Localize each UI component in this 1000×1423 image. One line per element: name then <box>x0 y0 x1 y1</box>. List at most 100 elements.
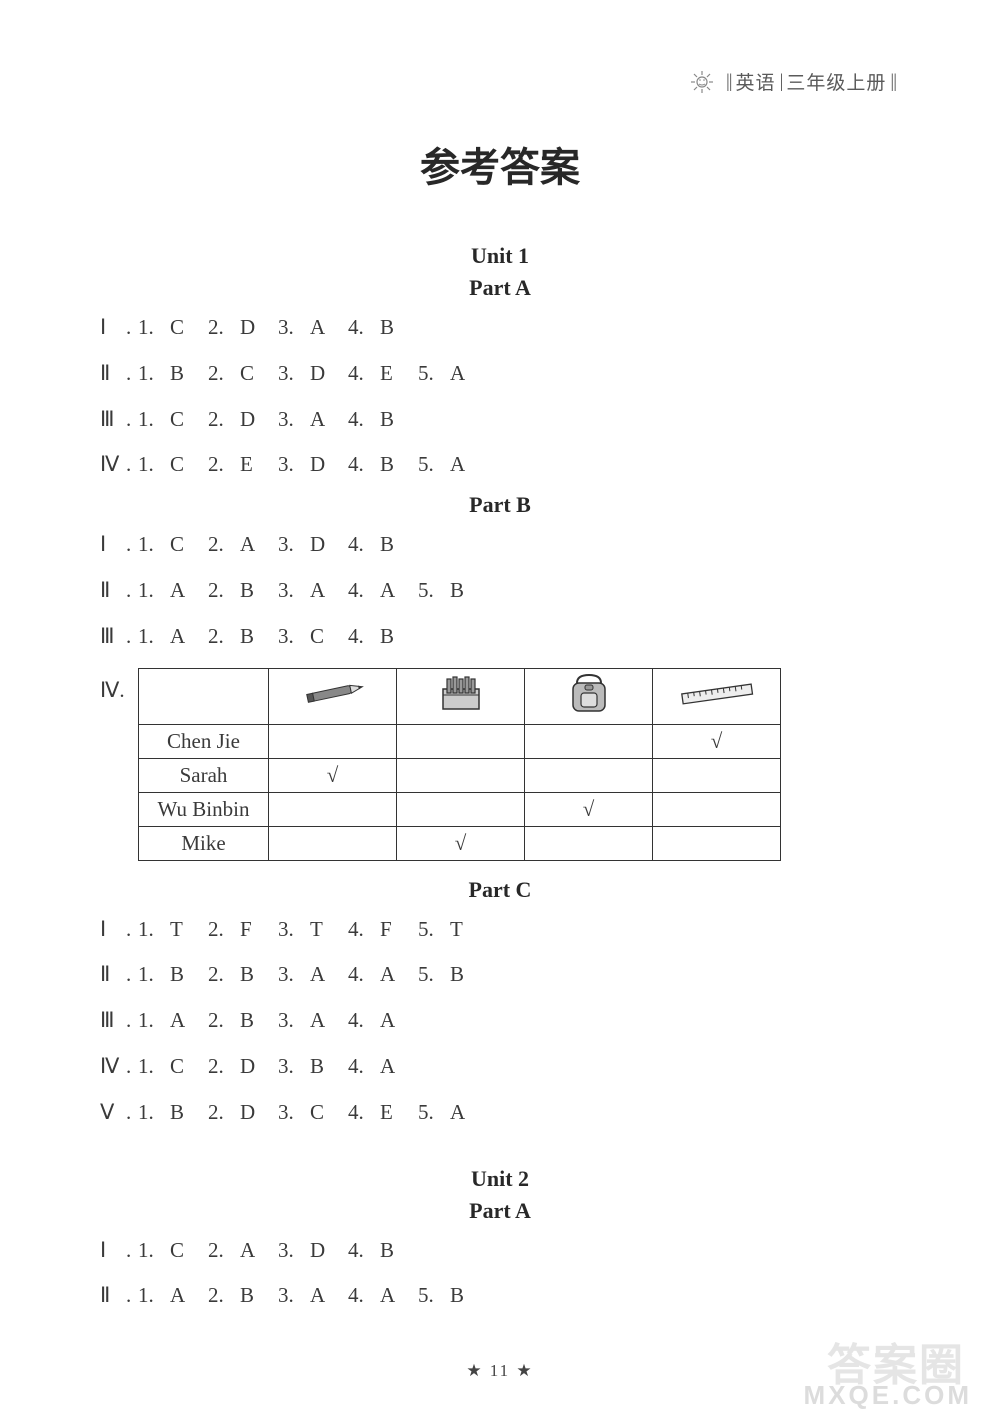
period: . <box>126 1094 138 1132</box>
answer-key: 4. <box>348 401 380 439</box>
answer-value: B <box>450 572 488 610</box>
answer-key: 3. <box>278 446 310 484</box>
answer-key: 4. <box>348 1048 380 1086</box>
answer-key: 4. <box>348 911 380 949</box>
answer-line: Ⅱ. 1.A2.B3.A4.A5.B <box>100 572 900 610</box>
answer-value: A <box>380 572 418 610</box>
answer-key: 2. <box>208 1232 240 1270</box>
page-header: || 英语 | 三年级上册 || <box>690 68 900 95</box>
answer-key: 1. <box>138 1094 170 1132</box>
answer-line: Ⅲ. 1.C2.D3.A4.B <box>100 401 900 439</box>
separator: || <box>726 71 732 93</box>
table-cell: √ <box>525 792 653 826</box>
answer-value: A <box>450 446 488 484</box>
table-cell <box>653 826 781 860</box>
answer-value: A <box>310 956 348 994</box>
answer-key: 3. <box>278 1002 310 1040</box>
answer-key: 1. <box>138 1048 170 1086</box>
table-row: Wu Binbin √ <box>139 792 781 826</box>
unit-title: Unit 1 <box>100 243 900 269</box>
answer-value: D <box>240 1094 278 1132</box>
answer-line: Ⅱ. 1.B2.B3.A4.A5.B <box>100 956 900 994</box>
answer-key: 5. <box>418 1094 450 1132</box>
row-name: Sarah <box>139 758 269 792</box>
answer-value: T <box>170 911 208 949</box>
answer-key: 2. <box>208 446 240 484</box>
answer-value: A <box>240 1232 278 1270</box>
answer-key: 1. <box>138 618 170 656</box>
period: . <box>126 618 138 656</box>
answer-value: B <box>450 956 488 994</box>
answer-content: Unit 1Part AⅠ. 1.C2.D3.A4.BⅡ. 1.B2.C3.D4… <box>100 243 900 1315</box>
answer-key: 3. <box>278 956 310 994</box>
answer-value: A <box>170 618 208 656</box>
table-cell <box>653 792 781 826</box>
answer-line: Ⅰ. 1.T2.F3.T4.F5.T <box>100 911 900 949</box>
answer-line: Ⅲ. 1.A2.B3.A4.A <box>100 1002 900 1040</box>
answer-key: 2. <box>208 911 240 949</box>
answer-key: 4. <box>348 1232 380 1270</box>
answer-line: Ⅲ. 1.A2.B3.C4.B <box>100 618 900 656</box>
period: . <box>126 1002 138 1040</box>
roman-numeral: Ⅲ <box>100 1002 126 1040</box>
table-row: Sarah√ <box>139 758 781 792</box>
answer-key: 4. <box>348 1277 380 1315</box>
answer-key: 2. <box>208 618 240 656</box>
answer-value: C <box>170 1232 208 1270</box>
answer-value: D <box>240 1048 278 1086</box>
ruler-icon <box>653 668 781 724</box>
answer-key: 3. <box>278 1094 310 1132</box>
answer-value: D <box>310 1232 348 1270</box>
answer-key: 2. <box>208 1048 240 1086</box>
row-name: Mike <box>139 826 269 860</box>
answer-line: Ⅳ. 1.C2.D3.B4.A <box>100 1048 900 1086</box>
roman-numeral: Ⅲ <box>100 401 126 439</box>
table-row: Chen Jie√ <box>139 724 781 758</box>
answer-value: B <box>380 401 418 439</box>
answer-key: 3. <box>278 355 310 393</box>
roman-numeral: Ⅳ <box>100 1048 126 1086</box>
answer-table-row: Ⅳ.Chen Jie√Sarah√Wu Binbin√Mike√ <box>100 664 900 871</box>
answer-value: B <box>380 446 418 484</box>
answer-key: 1. <box>138 956 170 994</box>
answer-key: 4. <box>348 446 380 484</box>
answer-value: A <box>170 572 208 610</box>
answer-key: 2. <box>208 401 240 439</box>
answer-line: Ⅰ. 1.C2.A3.D4.B <box>100 526 900 564</box>
roman-numeral: Ⅲ <box>100 618 126 656</box>
answer-key: 5. <box>418 956 450 994</box>
answer-value: T <box>450 911 488 949</box>
answer-table: Chen Jie√Sarah√Wu Binbin √ Mike √ <box>138 668 781 861</box>
unit-title: Unit 2 <box>100 1166 900 1192</box>
answer-key: 4. <box>348 526 380 564</box>
answer-key: 3. <box>278 309 310 347</box>
answer-value: D <box>310 526 348 564</box>
answer-value: A <box>170 1002 208 1040</box>
answer-value: B <box>380 1232 418 1270</box>
period: . <box>126 1048 138 1086</box>
table-cell <box>269 792 397 826</box>
answer-key: 4. <box>348 618 380 656</box>
answer-key: 4. <box>348 309 380 347</box>
answer-value: B <box>240 1002 278 1040</box>
period: . <box>126 572 138 610</box>
answer-key: 1. <box>138 446 170 484</box>
roman-numeral: Ⅰ <box>100 1232 126 1270</box>
answer-key: 4. <box>348 956 380 994</box>
roman-numeral: Ⅱ <box>100 355 126 393</box>
period: . <box>126 355 138 393</box>
table-cell: √ <box>397 826 525 860</box>
row-name: Wu Binbin <box>139 792 269 826</box>
answer-value: B <box>450 1277 488 1315</box>
answer-value: A <box>380 1048 418 1086</box>
roman-numeral: Ⅰ <box>100 526 126 564</box>
answer-value: A <box>450 1094 488 1132</box>
answer-value: B <box>170 355 208 393</box>
answer-value: A <box>310 1277 348 1315</box>
pencil-icon <box>269 668 397 724</box>
table-header-blank <box>139 668 269 724</box>
answer-key: 2. <box>208 1002 240 1040</box>
period: . <box>126 911 138 949</box>
answer-value: C <box>170 401 208 439</box>
answer-value: C <box>240 355 278 393</box>
